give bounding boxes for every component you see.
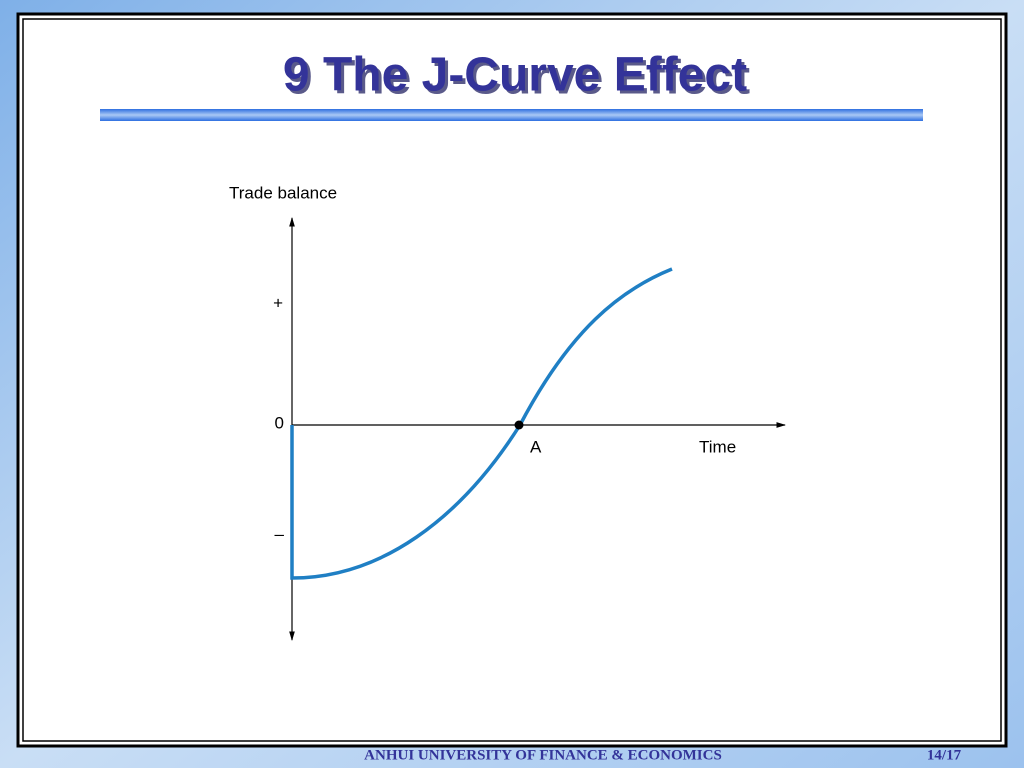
footer-institution: ANHUI UNIVERSITY OF FINANCE & ECONOMICS [364, 747, 722, 763]
panel-inner-border [22, 18, 1002, 742]
title-bar [100, 109, 923, 121]
point-label: A [530, 437, 542, 456]
y-label: 0 [275, 413, 284, 432]
title-shadow: 9 The J-Curve Effect [286, 52, 750, 105]
y-axis-label: Trade balance [229, 183, 337, 202]
panel [16, 12, 1008, 748]
j-curve [290, 267, 673, 580]
title: 9 The J-Curve Effect [283, 49, 747, 102]
x-axis-label: Time [699, 437, 736, 456]
point-a [514, 420, 524, 430]
y-label: + [273, 293, 283, 312]
y-label: – [275, 524, 285, 543]
footer-page: 14/17 [927, 747, 962, 763]
